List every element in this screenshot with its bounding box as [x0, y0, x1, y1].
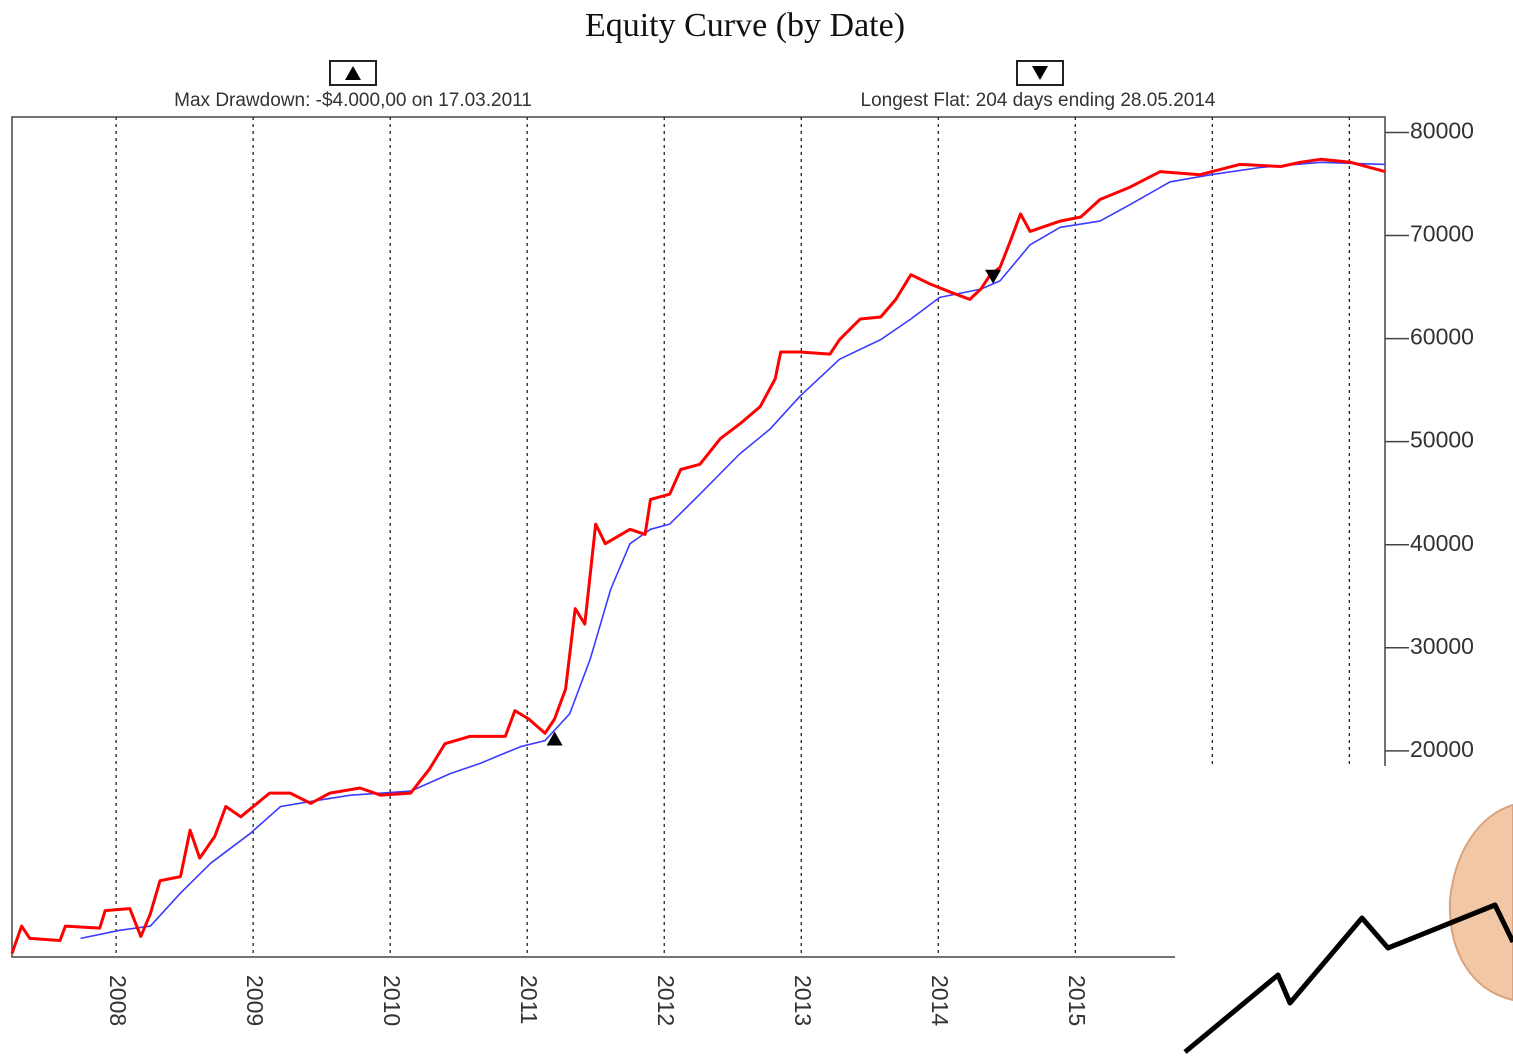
annotation: Max Drawdown: -$4.000,00 on 17.03.2011 [174, 90, 532, 111]
x-tick-label: 2009 [242, 975, 268, 1026]
x-tick-label: 2010 [379, 975, 405, 1026]
y-tick-label: 20000 [1410, 736, 1474, 762]
y-tick-label: 60000 [1410, 324, 1474, 350]
x-tick-label: 2011 [516, 975, 542, 1024]
y-tick-label: 70000 [1410, 221, 1474, 247]
chart-title: Equity Curve (by Date) [585, 7, 905, 44]
x-tick-label: 2013 [790, 975, 816, 1026]
x-tick-label: 2014 [927, 975, 953, 1026]
x-tick-label: 2008 [105, 975, 131, 1026]
y-tick-label: 30000 [1410, 633, 1474, 659]
y-tick-label: 80000 [1410, 118, 1474, 144]
chart: Equity Curve (by Date) Max Drawdown: -$4… [0, 0, 1513, 1056]
event-marker [547, 731, 563, 745]
y-tick-label: 40000 [1410, 530, 1474, 556]
x-tick-label: 2015 [1064, 975, 1090, 1026]
x-tick-label: 2012 [653, 975, 679, 1026]
y-tick-label: 50000 [1410, 427, 1474, 453]
annotation: Longest Flat: 204 days ending 28.05.2014 [861, 90, 1216, 111]
overlay [1175, 766, 1513, 1056]
